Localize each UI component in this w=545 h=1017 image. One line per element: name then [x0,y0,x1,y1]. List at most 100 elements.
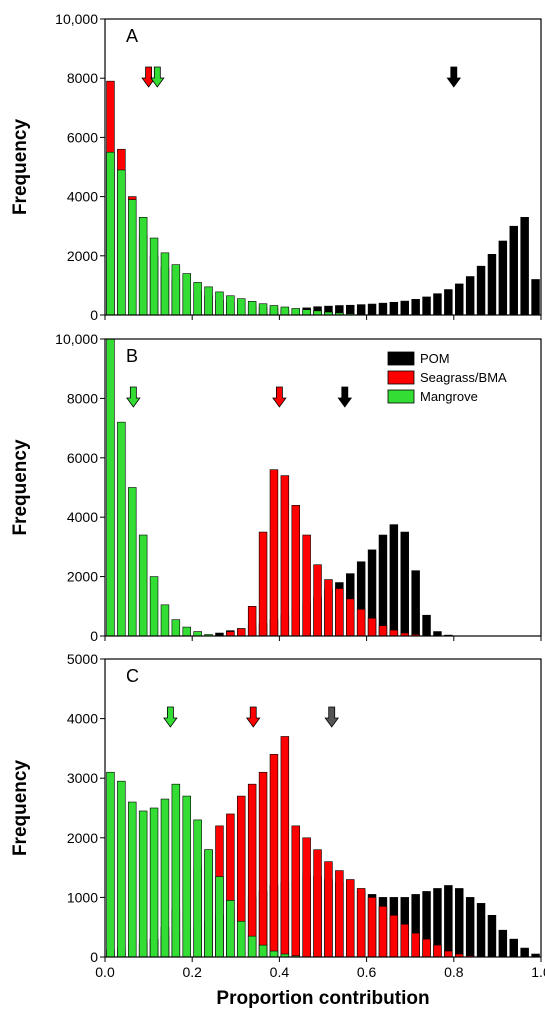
x-tick-label: 0.6 [357,964,377,980]
bar-b-seagrass-bma [247,605,257,637]
bar-b-seagrass-bma [324,579,333,637]
y-tick-label-c: 3000 [67,770,98,786]
bar-c-seagrass-bma [280,736,290,958]
bar-b-pom [400,531,409,637]
bar-a-mangrove [269,305,279,316]
bar-c-seagrass-bma [422,938,431,958]
y-tick-label-a: 10,000 [55,11,98,27]
bar-c-pom [476,903,486,958]
panel-label-c: C [126,666,139,686]
bar-a-mangrove [291,308,300,316]
bar-b-seagrass-bma [302,534,311,637]
panel-label-a: A [126,26,138,46]
bar-a-pom [389,301,399,316]
x-tick-label: 0.0 [95,964,115,980]
bar-a-mangrove [226,295,235,316]
bar-b-seagrass-bma [356,608,366,637]
y-tick-label-c: 2000 [67,830,98,846]
bar-a-pom [444,289,453,316]
bar-b-mangrove [128,487,137,637]
bar-b-seagrass-bma [226,631,235,637]
bar-b-mangrove [106,338,115,637]
bar-c-pom [498,929,508,958]
bar-a-mangrove [117,169,126,316]
legend-label-pom: POM [420,351,450,366]
mean-arrow-a-pom [446,66,462,88]
y-tick-label-a: 6000 [67,129,98,145]
bar-a-mangrove [237,298,246,316]
mean-arrow-c-mangrove [163,706,178,728]
panel-label-b: B [126,346,138,366]
bar-c-pom [455,888,464,958]
bar-b-pom [411,570,420,637]
bar-b-seagrass-bma [389,629,399,637]
bar-b-seagrass-bma [269,469,279,637]
bar-a-pom [465,276,475,316]
bar-b-mangrove [182,626,191,637]
bar-b-mangrove [117,421,126,637]
bar-b-mangrove [193,631,202,637]
bar-a-mangrove [280,306,290,316]
y-tick-label-b: 6000 [67,450,98,466]
bar-c-seagrass-bma [291,825,300,958]
bar-b-seagrass-bma [258,531,268,637]
bar-c-seagrass-bma [324,861,333,958]
bar-c-mangrove [117,780,126,958]
bar-b-pom [378,534,388,637]
bar-c-mangrove [106,771,115,958]
bar-b-pom [422,614,431,637]
bar-c-seagrass-bma [247,783,257,958]
bar-c-seagrass-bma [356,888,366,958]
bar-c-seagrass-bma [378,906,388,958]
bar-c-mangrove [237,920,246,958]
bar-a-mangrove [215,291,224,316]
x-axis-label: Proportion contribution [216,988,429,1009]
bar-a-mangrove [313,310,322,316]
bar-b-mangrove [160,604,170,637]
panel-frame-b [104,338,542,637]
bar-c-mangrove [269,950,279,958]
mean-arrow-a-seagrass-bma [141,66,156,88]
y-tick-label-b: 0 [90,628,98,644]
bar-c-seagrass-bma [433,944,442,958]
bar-a-pom [455,283,464,316]
mean-arrow-b-seagrass-bma [272,386,287,408]
y-tick-label-b: 10,000 [55,331,98,347]
bar-a-mangrove [182,273,191,316]
bar-c-mangrove [182,795,191,958]
bar-b-seagrass-bma [291,505,300,637]
bar-a-mangrove [204,286,213,316]
legend-swatch-mangrove [387,389,415,404]
bar-c-seagrass-bma [302,837,311,958]
bar-b-seagrass-bma [313,564,322,637]
bar-c-mangrove [171,783,181,958]
bar-c-pom [509,938,518,958]
x-tick-label: 0.2 [182,964,202,980]
mean-arrow-c-pom [324,706,340,728]
bar-a-mangrove [149,237,159,316]
y-tick-label-c: 0 [90,949,98,965]
bar-c-seagrass-bma [367,897,377,958]
bar-a-mangrove [302,309,311,316]
bar-c-pom [487,914,497,958]
bar-a-mangrove [160,252,170,316]
bar-c-mangrove [204,849,213,958]
bar-c-pom [465,897,475,958]
bar-a-pom [411,299,420,316]
panel-frame-a [104,18,542,316]
y-axis-label-a: Frequency [10,119,31,216]
mean-arrow-b-mangrove [126,386,141,408]
bar-b-mangrove [171,619,181,637]
y-tick-label-a: 8000 [67,70,98,86]
y-tick-label-c: 4000 [67,711,98,727]
bar-b-seagrass-bma [280,475,290,637]
bar-c-seagrass-bma [389,914,399,958]
bar-a-mangrove [258,303,268,316]
mean-arrow-b-pom [337,386,353,408]
bar-c-mangrove [128,801,137,958]
x-tick-label: 0.8 [444,964,464,980]
bar-b-seagrass-bma [237,628,246,637]
bar-a-mangrove [171,264,181,316]
bar-c-seagrass-bma [411,932,420,958]
bar-a-pom [509,225,518,316]
